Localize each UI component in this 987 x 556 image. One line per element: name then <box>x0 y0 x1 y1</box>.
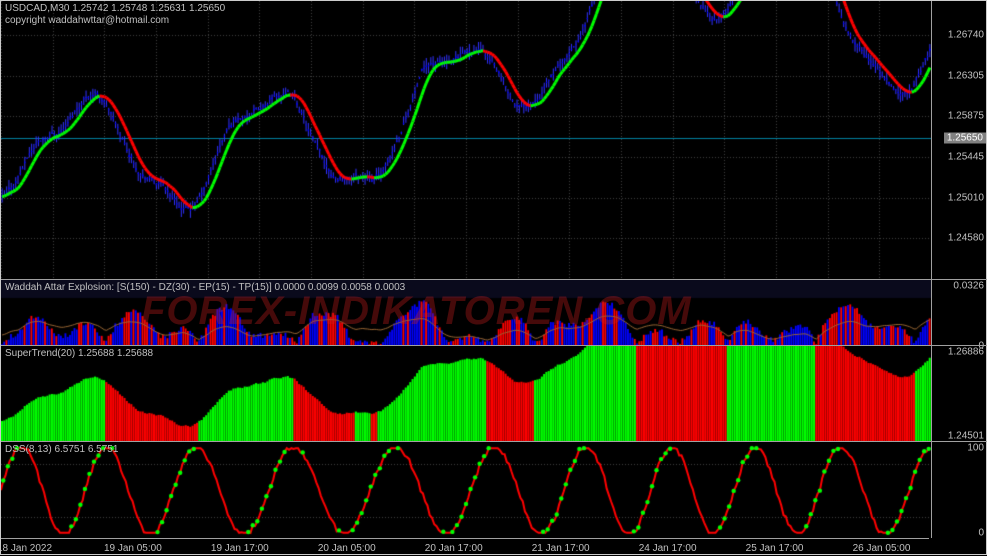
chart-frame: USDCAD,M30 1.25742 1.25748 1.25631 1.256… <box>0 0 987 555</box>
time-tick: 24 Jan 17:00 <box>639 543 697 554</box>
price-tick: 1.25445 <box>948 151 984 162</box>
time-tick: 25 Jan 17:00 <box>746 543 804 554</box>
wae-y-axis: 0.03260 <box>931 280 987 345</box>
wae-panel[interactable]: Waddah Attar Explosion: [S(150) - DZ(30)… <box>1 279 987 345</box>
dss-panel[interactable]: DSS(8,13) 6.5751 6.5751 100 0 <box>1 441 987 538</box>
price-panel[interactable]: USDCAD,M30 1.25742 1.25748 1.25631 1.256… <box>1 1 987 279</box>
price-tick: 1.26305 <box>948 70 984 81</box>
supertrend-canvas <box>1 346 931 442</box>
time-tick: 18 Jan 2022 <box>0 543 52 554</box>
time-tick: 20 Jan 05:00 <box>318 543 376 554</box>
price-tick: 1.25875 <box>948 111 984 122</box>
price-tick: 1.26740 <box>948 29 984 40</box>
price-tick: 1.24580 <box>948 233 984 244</box>
dss-title: DSS(8,13) 6.5751 6.5751 <box>5 444 118 455</box>
symbol-title: USDCAD,M30 1.25742 1.25748 1.25631 1.256… <box>5 3 225 14</box>
time-tick: 21 Jan 17:00 <box>532 543 590 554</box>
time-tick: 20 Jan 17:00 <box>425 543 483 554</box>
dss-y-axis: 100 0 <box>931 442 987 538</box>
price-tick: 1.25010 <box>948 192 984 203</box>
supertrend-tick: 1.26886 <box>948 347 984 358</box>
price-canvas <box>1 1 931 279</box>
supertrend-tick: 1.24501 <box>948 431 984 442</box>
wae-tick: 0.0326 <box>953 281 984 292</box>
time-tick: 19 Jan 17:00 <box>211 543 269 554</box>
time-axis: 18 Jan 2022 19 Jan 05:00 19 Jan 17:00 20 Ja… <box>1 538 929 556</box>
price-cursor-tag: 1.25650 <box>944 132 986 143</box>
supertrend-title: SuperTrend(20) 1.25688 1.25688 <box>5 348 153 359</box>
dss-tick: 100 <box>967 443 984 454</box>
dss-canvas <box>1 442 931 539</box>
price-y-axis: 1.26740 1.26305 1.25875 1.25445 1.25010 1.245… <box>931 1 987 279</box>
time-tick: 19 Jan 05:00 <box>104 543 162 554</box>
dss-tick: 0 <box>978 528 984 539</box>
supertrend-y-axis: 1.26886 1.24501 <box>931 346 987 441</box>
wae-title: Waddah Attar Explosion: [S(150) - DZ(30)… <box>5 282 405 293</box>
copyright-subtitle: copyright waddahwttar@hotmail.com <box>5 15 169 26</box>
time-tick: 26 Jan 05:00 <box>853 543 911 554</box>
supertrend-panel[interactable]: SuperTrend(20) 1.25688 1.25688 1.268861.… <box>1 345 987 441</box>
